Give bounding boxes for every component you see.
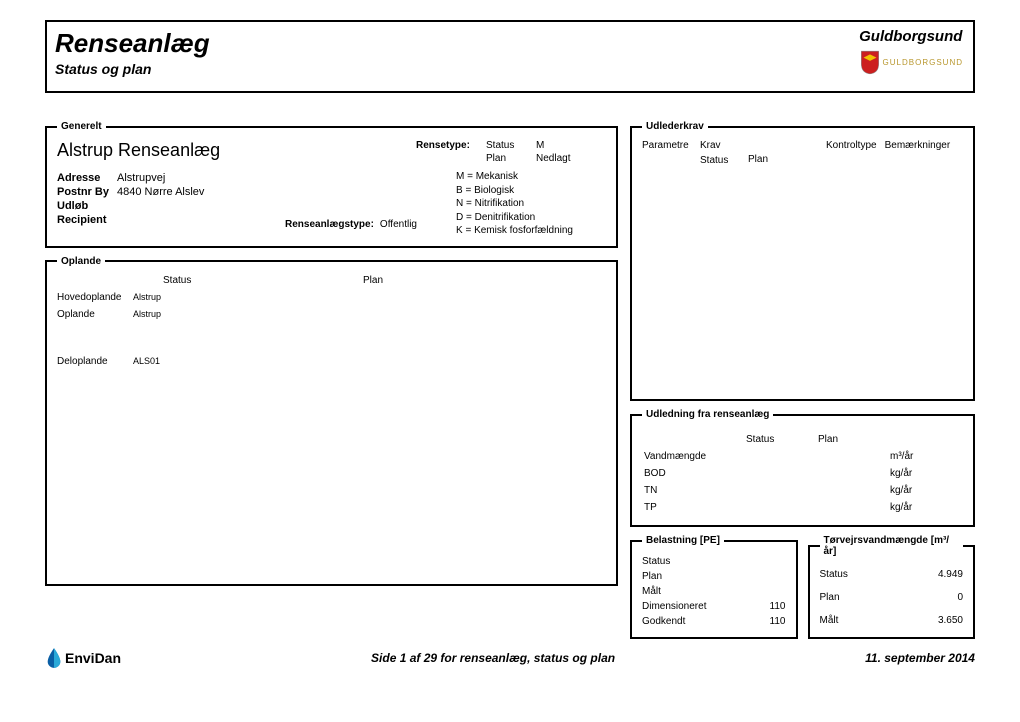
report-title: Renseanlæg [55,28,965,59]
rensetype-plan-value: Nedlagt [536,153,570,164]
municipality-logo: GULDBORGSUND [859,49,963,75]
tor-maalt-label: Målt [820,615,839,626]
rensetype-status-label: Status [486,140,536,151]
deloplande-value: ALS01 [133,356,160,367]
left-column: Generelt Alstrup Renseanlæg Rensetype: S… [45,121,618,586]
drop-icon [45,647,63,669]
header-right: Guldborgsund GULDBORGSUND [859,28,963,75]
belastning-box: Belastning [PE] Status Plan Målt Dimensi… [630,535,798,639]
main-columns: Generelt Alstrup Renseanlæg Rensetype: S… [45,121,975,639]
code-m: M = Mekanisk [456,170,606,184]
rensetype-status-value: M [536,140,544,151]
oplande-box: Oplande Status Plan HovedoplandeAlstrup … [45,256,618,586]
udl-plan: Plan [818,432,888,447]
report-header: Renseanlæg Status og plan Guldborgsund G… [45,20,975,93]
udk-kontroltype: Kontroltype [796,140,885,166]
recipient-label: Recipient [57,214,117,226]
udledning-box: Udledning fra renseanlæg Status Plan Van… [630,409,975,527]
tor-plan-value: 0 [957,592,963,603]
oplande-legend: Oplande [57,256,105,267]
plant-name: Alstrup Renseanlæg [57,140,416,161]
udlederkrav-legend: Udlederkrav [642,121,708,132]
code-b: B = Biologisk [456,184,606,198]
hovedoplande-label: Hovedoplande [57,292,133,303]
adresse-label: Adresse [57,172,117,184]
deloplande-label: Deloplande [57,356,133,367]
pe-godkendt-label: Godkendt [642,616,685,627]
udl-tp: TP [644,500,744,515]
renseanlaegtype-label: Renseanlægstype: [285,219,374,230]
pe-status-label: Status [642,556,670,567]
report-footer: EnviDan Side 1 af 29 for renseanlæg, sta… [45,647,975,669]
code-n: N = Nitrifikation [456,197,606,211]
pe-godkendt-value: 110 [770,616,786,627]
belastning-legend: Belastning [PE] [642,535,724,546]
udl-status: Status [746,432,816,447]
torvejr-box: Tørvejrsvandmængde [m³/år] Status 4.949 P… [808,535,976,639]
tor-status-value: 4.949 [938,569,963,580]
udk-parametre: Parametre [642,140,700,166]
pe-dim-label: Dimensioneret [642,601,706,612]
oplande-plan-header: Plan [363,275,383,286]
shield-icon [859,49,881,75]
municipality-name: Guldborgsund [859,28,963,45]
code-d: D = Denitrifikation [456,211,606,225]
pe-dim-value: 110 [770,601,786,612]
report-subtitle: Status og plan [55,61,965,77]
renseanlaegtype-value: Offentlig [380,219,417,230]
udk-plan: Plan [748,140,796,166]
udk-bemaerkninger: Bemærkninger [885,140,963,166]
udl-vandmaengde-unit: m³/år [890,449,961,464]
envidan-text: EnviDan [65,650,121,666]
torvejr-legend: Tørvejrsvandmængde [m³/år] [820,535,964,557]
generelt-legend: Generelt [57,121,106,132]
udl-bod: BOD [644,466,744,481]
adresse-value: Alstrupvej [117,172,165,184]
hovedoplande-value: Alstrup [133,292,161,303]
rensetype-label: Rensetype: [416,140,486,151]
bottom-split: Belastning [PE] Status Plan Målt Dimensi… [630,535,975,639]
tor-maalt-value: 3.650 [938,615,963,626]
pe-plan-label: Plan [642,571,662,582]
oplande-value: Alstrup [133,309,161,320]
postnr-label: Postnr By [57,186,117,198]
udledning-table: Status Plan Vandmængde m³/år BOD kg/år TN k… [642,430,963,517]
envidan-logo: EnviDan [45,647,121,669]
udl-tp-unit: kg/år [890,500,961,515]
rensetype-plan-label: Plan [486,153,536,164]
udl-bod-unit: kg/år [890,466,961,481]
code-k: K = Kemisk fosforfældning [456,224,606,238]
udledning-legend: Udledning fra renseanlæg [642,409,773,420]
postnr-value: 4840 Nørre Alslev [117,186,204,198]
oplande-status-header: Status [133,275,363,286]
oplande-label: Oplande [57,309,133,320]
tor-status-label: Status [820,569,848,580]
udlob-label: Udløb [57,200,117,212]
pe-maalt-label: Målt [642,586,661,597]
udk-status: Status [700,155,740,166]
municipality-logo-text: GULDBORGSUND [883,58,963,67]
footer-date: 11. september 2014 [865,651,975,665]
generelt-box: Generelt Alstrup Renseanlæg Rensetype: S… [45,121,618,248]
udl-tn-unit: kg/år [890,483,961,498]
udl-vandmaengde: Vandmængde [644,449,744,464]
right-column: Udlederkrav Parametre Krav Status Plan K… [630,121,975,639]
footer-center: Side 1 af 29 for renseanlæg, status og p… [371,651,615,665]
udl-tn: TN [644,483,744,498]
tor-plan-label: Plan [820,592,840,603]
udlederkrav-box: Udlederkrav Parametre Krav Status Plan K… [630,121,975,401]
udk-krav: Krav [700,140,740,151]
